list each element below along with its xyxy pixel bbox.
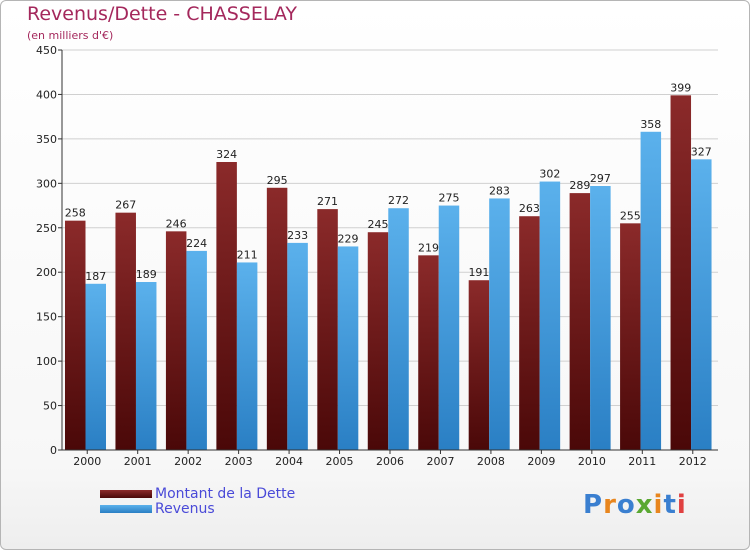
bar-revenus	[438, 205, 460, 450]
x-tick-label: 2004	[275, 455, 303, 468]
y-tick-label: 450	[36, 44, 57, 57]
bar-dette	[670, 95, 692, 450]
data-label-revenus: 189	[136, 268, 157, 281]
y-tick-label: 50	[43, 400, 57, 413]
bar-revenus	[135, 282, 157, 450]
data-label-dette: 289	[569, 179, 590, 192]
x-tick-label: 2005	[326, 455, 354, 468]
bar-revenus	[691, 159, 712, 451]
legend-label-revenus: Revenus	[155, 500, 215, 517]
x-tick-label: 2003	[225, 455, 253, 468]
data-label-dette: 267	[115, 199, 136, 212]
x-tick-label: 2009	[527, 455, 555, 468]
data-label-dette: 271	[317, 195, 338, 208]
bar-dette	[266, 187, 288, 450]
data-label-revenus: 283	[489, 184, 510, 197]
data-label-dette: 263	[519, 202, 540, 215]
bar-dette	[620, 223, 641, 450]
data-label-dette: 324	[216, 148, 237, 161]
data-label-revenus: 211	[237, 248, 258, 261]
bar-revenus	[186, 250, 207, 450]
x-tick-label: 2012	[679, 455, 707, 468]
x-tick-label: 2011	[628, 455, 656, 468]
data-label-revenus: 224	[186, 237, 207, 250]
bar-dette	[165, 231, 187, 450]
bar-revenus	[236, 262, 258, 450]
bar-revenus	[287, 242, 308, 450]
chart-title: Revenus/Dette - CHASSELAY	[27, 3, 298, 25]
data-label-revenus: 272	[388, 194, 409, 207]
x-tick-label: 2008	[477, 455, 505, 468]
y-tick-label: 250	[36, 222, 57, 235]
bar-dette	[65, 220, 86, 450]
x-tick-label: 2007	[426, 455, 454, 468]
chart-subtitle: (en milliers d'€)	[27, 29, 114, 42]
bar-dette	[468, 280, 490, 450]
y-tick-label: 300	[36, 177, 57, 190]
x-tick-label: 2002	[174, 455, 202, 468]
data-label-revenus: 327	[691, 145, 712, 158]
bar-revenus	[590, 186, 611, 450]
proxiti-logo: Proxiti	[583, 490, 687, 520]
y-tick-label: 100	[36, 355, 57, 368]
x-tick-label: 2000	[73, 455, 101, 468]
legend-item-revenus: Revenus	[100, 500, 295, 517]
data-label-revenus: 187	[85, 270, 106, 283]
x-tick-label: 2010	[578, 455, 606, 468]
bar-dette	[317, 209, 338, 450]
y-tick-label: 400	[36, 88, 57, 101]
data-label-dette: 191	[468, 266, 489, 279]
x-tick-label: 2001	[124, 455, 152, 468]
legend-swatch-dette	[100, 489, 152, 498]
legend: Montant de la Dette Revenus	[100, 485, 296, 517]
y-tick-label: 0	[50, 444, 57, 457]
legend-item-dette: Montant de la Dette	[100, 485, 296, 502]
data-label-revenus: 275	[438, 192, 459, 205]
data-label-dette: 245	[368, 218, 389, 231]
data-label-revenus: 229	[338, 232, 359, 245]
data-label-revenus: 297	[590, 172, 611, 185]
data-label-dette: 399	[670, 81, 691, 94]
data-label-dette: 258	[65, 207, 86, 220]
bar-revenus	[640, 131, 662, 450]
legend-swatch-revenus	[100, 504, 152, 513]
bar-dette	[569, 193, 591, 450]
bar-dette	[367, 232, 389, 450]
legend-label-dette: Montant de la Dette	[155, 485, 296, 502]
data-label-revenus: 233	[287, 229, 308, 242]
bar-revenus	[337, 246, 359, 450]
y-tick-label: 350	[36, 133, 57, 146]
bar-dette	[216, 162, 237, 450]
y-tick-label: 200	[36, 266, 57, 279]
bar-revenus	[489, 198, 510, 450]
data-label-revenus: 358	[640, 118, 661, 131]
y-tick-label: 150	[36, 311, 57, 324]
data-label-dette: 219	[418, 241, 439, 254]
bar-dette	[115, 212, 136, 450]
data-label-dette: 255	[620, 209, 641, 222]
data-label-revenus: 302	[539, 168, 560, 181]
bar-dette	[519, 216, 540, 450]
bar-revenus	[388, 208, 409, 450]
bar-revenus	[85, 283, 106, 450]
data-label-dette: 295	[267, 174, 288, 187]
bar-revenus	[539, 181, 561, 451]
x-tick-label: 2006	[376, 455, 404, 468]
bar-dette	[418, 255, 439, 450]
data-label-dette: 246	[166, 217, 187, 230]
